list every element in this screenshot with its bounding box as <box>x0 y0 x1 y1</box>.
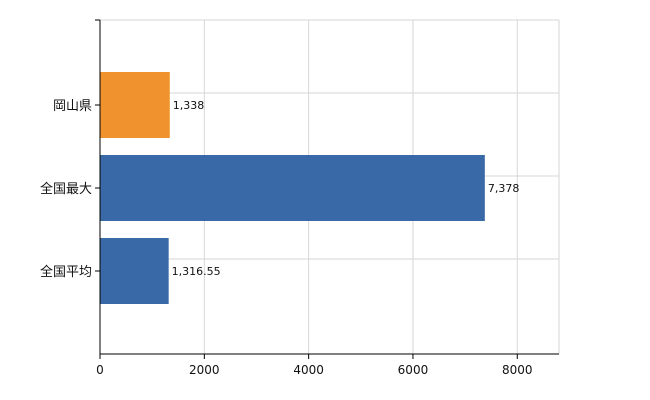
category-label: 全国平均 <box>40 264 92 280</box>
x-tick-label: 0 <box>96 363 104 377</box>
data-label: 1,338 <box>173 99 205 112</box>
x-tick-label: 8000 <box>502 363 533 377</box>
bar <box>100 238 169 304</box>
x-tick-label: 2000 <box>189 363 220 377</box>
data-label: 1,316.55 <box>172 265 221 278</box>
category-label: 全国最大 <box>40 181 92 197</box>
data-label: 7,378 <box>488 182 520 195</box>
x-tick-label: 6000 <box>398 363 429 377</box>
category-label: 岡山県 <box>53 99 92 114</box>
bars <box>100 72 485 304</box>
labels: 1,338 岡山県 7,378 全国最大 1,316.55 全国平均 0 2000 4000 60… <box>40 99 533 377</box>
x-tick-label: 4000 <box>293 363 324 377</box>
bar <box>100 72 170 138</box>
axes <box>95 19 559 359</box>
grid <box>100 19 560 354</box>
bar <box>100 155 485 221</box>
